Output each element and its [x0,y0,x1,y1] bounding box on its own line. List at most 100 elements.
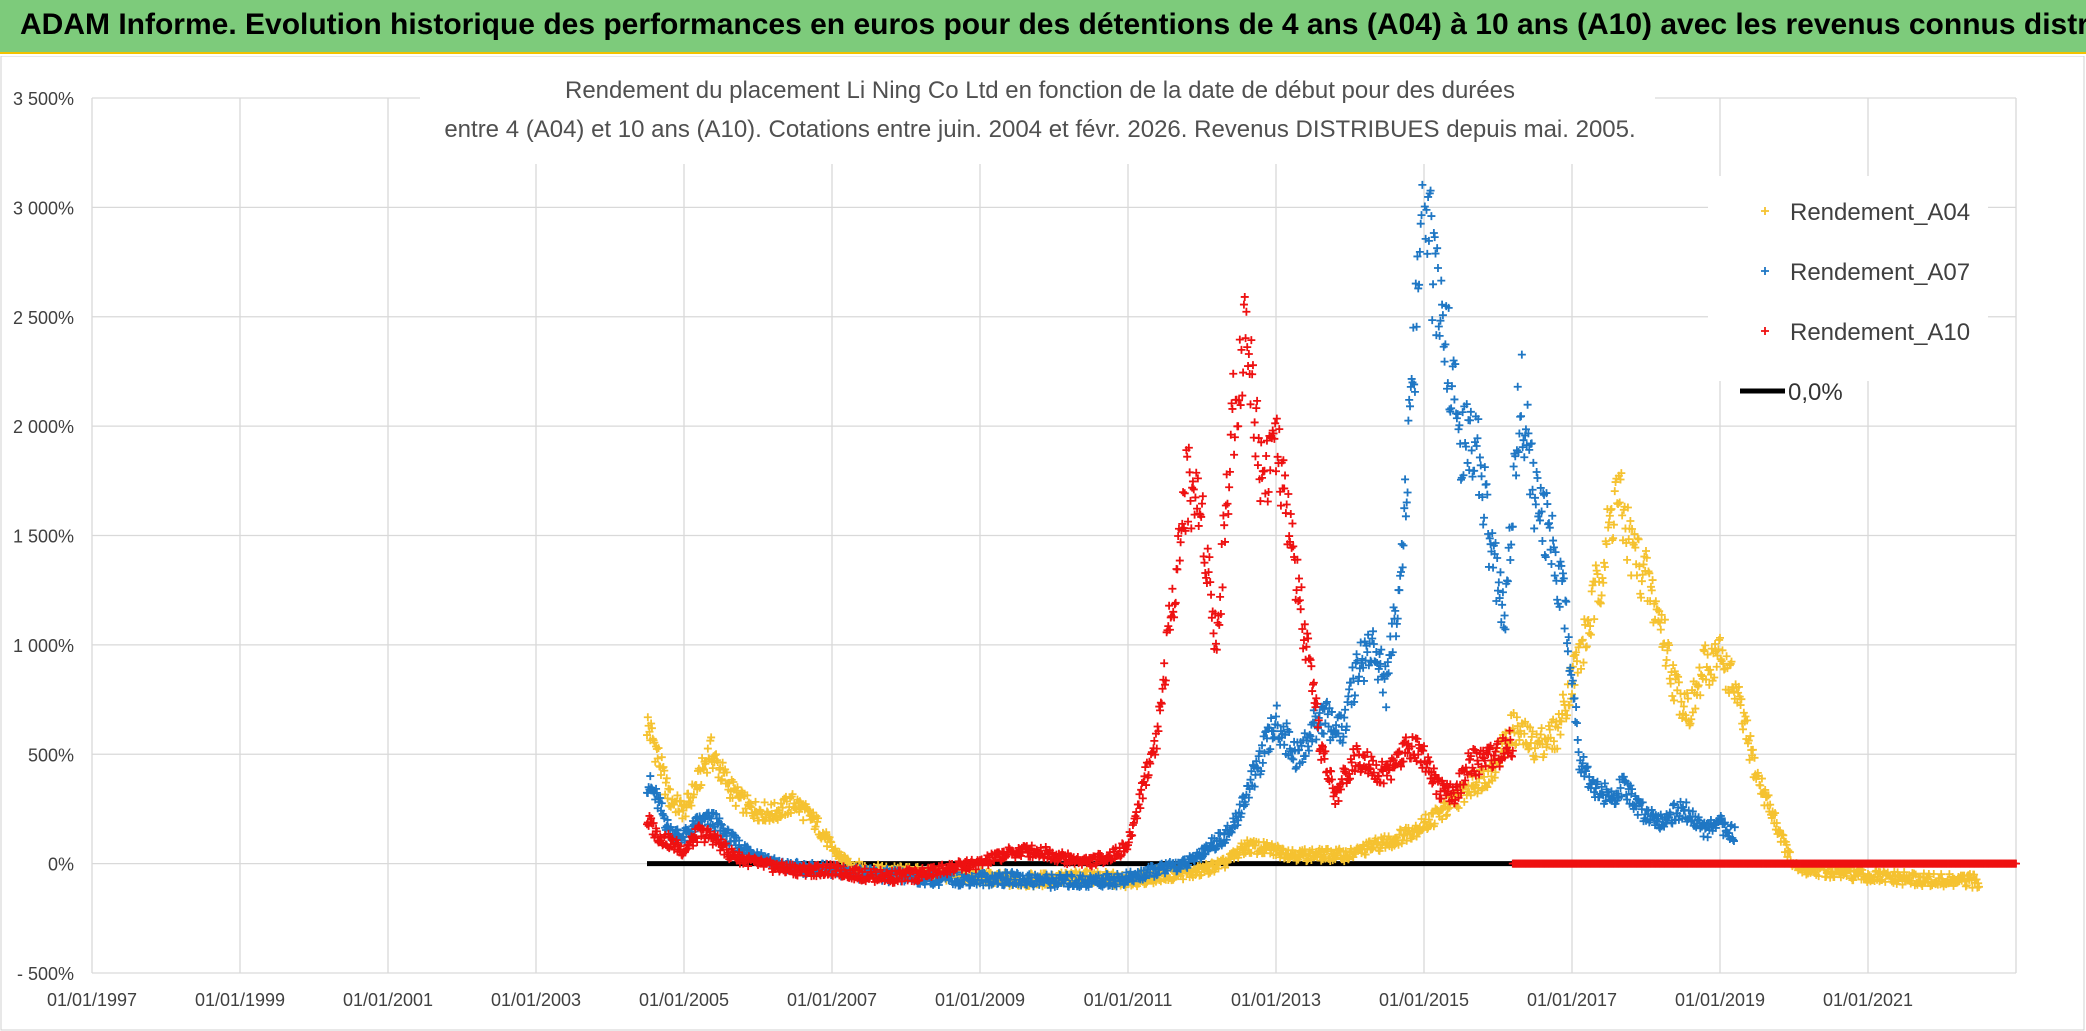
data-point [717,775,726,784]
data-point [1701,641,1710,650]
data-point [1761,785,1770,794]
data-point [650,738,659,747]
data-point [1563,711,1572,720]
x-tick-label: 01/01/2005 [639,990,729,1010]
data-point [1647,586,1656,595]
data-point [1772,818,1781,827]
data-point [1748,745,1757,754]
data-point [1764,791,1773,800]
data-point [1491,768,1500,777]
data-point [760,798,769,807]
data-point [1549,737,1558,746]
data-point [1656,625,1665,634]
data-point [673,791,682,800]
data-point [822,828,831,837]
x-tick-label: 01/01/2015 [1379,990,1469,1010]
data-point [1509,708,1518,717]
data-point [1609,520,1618,529]
y-tick-label: 2 000% [13,417,74,437]
data-point [1586,622,1595,631]
data-point [1637,593,1646,602]
data-point [1615,498,1624,507]
data-point [1683,694,1692,703]
data-point [1521,717,1530,726]
data-point [1628,525,1637,533]
data-point [1554,723,1563,732]
data-point [1691,704,1700,713]
data-point [647,724,656,733]
data-point [662,774,671,783]
data-point [1596,599,1605,608]
data-point [1540,750,1549,759]
data-point [729,778,738,787]
data-point [1402,836,1411,845]
data-point [795,807,804,816]
data-point [1648,576,1657,585]
data-point [1623,503,1632,512]
data-point [1526,723,1535,732]
data-point [1663,646,1672,655]
data-point [1221,863,1230,872]
data-point [811,822,820,831]
data-point [654,744,663,753]
data-marks [643,120,2020,892]
data-point [1626,517,1635,526]
data-point [1669,661,1678,670]
x-tick-label: 01/01/2021 [1823,990,1913,1010]
data-point [1607,504,1616,513]
data-point [1725,688,1734,697]
data-point [643,713,652,722]
data-point [1179,875,1188,884]
x-tick-label: 01/01/2017 [1527,990,1617,1010]
data-point [1634,535,1643,544]
chart-title-line1: Rendement du placement Li Ning Co Ltd en… [565,77,1515,104]
data-point [1565,701,1574,710]
y-axis-ticks: - 500%0%500%1 000%1 500%2 000%2 500%3 00… [13,89,74,984]
data-point [1610,487,1619,496]
data-point [1669,696,1678,705]
data-point [1655,618,1664,627]
data-point [788,790,797,799]
data-point [1624,535,1633,544]
data-point [682,803,691,812]
data-point [1745,755,1754,764]
y-tick-label: - 500% [17,964,74,984]
data-point [1746,732,1755,741]
data-point [1645,569,1654,578]
data-point [660,766,669,775]
x-axis-ticks: 01/01/1997 01/01/1999 01/01/2001 01/01/2003… [47,990,1913,1010]
data-point [1744,736,1753,745]
data-point [1739,708,1748,717]
data-point [1247,848,1256,857]
data-point [653,754,662,763]
data-point [831,844,840,853]
data-point [1599,578,1608,587]
data-point [1668,692,1677,701]
data-point [1623,555,1632,564]
data-point [1665,641,1674,650]
data-point [1722,652,1731,661]
data-point [1553,744,1562,753]
data-point [1466,791,1475,800]
data-point [814,814,823,823]
data-point [1727,657,1736,666]
data-point [708,764,717,773]
data-point [718,758,727,767]
data-point [1520,729,1529,738]
data-point [1578,635,1587,644]
data-point [1556,730,1565,739]
banner-title: ADAM Informe. Evolution historique des p… [20,8,2086,41]
data-point [786,808,795,817]
data-point [1590,615,1599,624]
data-point [1279,845,1288,854]
data-point [656,771,665,780]
y-tick-label: 3 000% [13,198,74,218]
data-point [1460,797,1469,806]
data-point [1666,679,1675,688]
data-point [1513,722,1522,731]
series-rendement-a04 [643,469,1983,892]
data-point [1687,715,1696,724]
data-point [1472,778,1481,787]
data-point [1239,850,1248,859]
